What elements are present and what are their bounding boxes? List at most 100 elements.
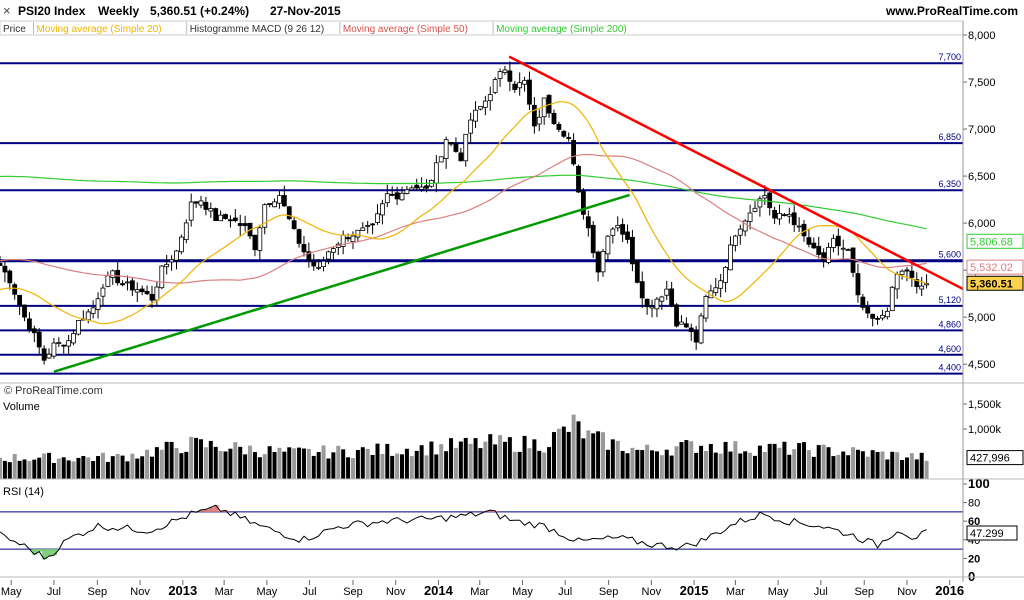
candle-body: [262, 204, 268, 228]
candle-body: [139, 288, 145, 293]
volume-bar: [900, 460, 905, 479]
y-tick-label: 80: [968, 498, 980, 510]
candle-body: [0, 262, 3, 266]
candle-body: [786, 213, 792, 217]
candle-body: [306, 251, 312, 262]
candle-body: [630, 236, 635, 265]
candle-body: [242, 223, 248, 227]
candle-body: [178, 236, 184, 253]
legend-item[interactable]: Moving average (Simple 20): [37, 24, 162, 35]
volume-bar: [316, 452, 321, 479]
x-tick-label: Sep: [88, 586, 108, 598]
candle-body: [767, 192, 773, 209]
x-axis: May Jul Sep Nov 2013 Mar May Jul Sep Nov 2014 Mar Ma…: [1, 580, 964, 598]
volume-bar: [287, 447, 292, 479]
candle-body: [674, 304, 679, 327]
legend-item[interactable]: Price: [3, 24, 26, 35]
candle-body: [76, 320, 81, 335]
close-icon[interactable]: ×: [3, 3, 11, 18]
candle-body: [51, 342, 57, 357]
candle-body: [473, 109, 478, 122]
volume-bar: [47, 452, 52, 479]
volume-bar: [694, 452, 699, 479]
volume-bar: [91, 460, 96, 479]
resistance-trendline: [508, 55, 964, 291]
volume-bar: [105, 461, 110, 479]
rsi-oversold-fill: [47, 549, 53, 557]
site-label[interactable]: www.ProRealTime.com: [885, 4, 1018, 18]
volume-bar: [748, 452, 753, 479]
candle-body: [370, 223, 375, 226]
value-label: 5,360.51: [970, 278, 1013, 290]
volume-bar: [125, 461, 130, 479]
candle-body: [95, 298, 101, 310]
candle-body: [835, 235, 841, 247]
candle-body: [816, 245, 822, 255]
candle-body: [566, 137, 572, 139]
volume-bar: [365, 448, 370, 479]
volume-bar: [591, 433, 596, 479]
candle-body: [487, 94, 493, 102]
volume-bar: [586, 430, 591, 479]
candle-body: [497, 71, 503, 79]
volume-bar: [248, 445, 253, 479]
volume-bar: [527, 448, 532, 479]
candles: [0, 61, 929, 365]
candle-body: [669, 288, 675, 307]
level-label: 5,120: [938, 295, 961, 305]
volume-bar: [909, 453, 914, 479]
volume-bar: [870, 450, 875, 479]
level-label: 4,400: [938, 363, 961, 373]
x-tick-label: Jul: [303, 586, 317, 598]
volume-bar: [140, 456, 145, 479]
volume-bar: [860, 451, 865, 479]
legend-item[interactable]: Moving average (Simple 50): [343, 24, 468, 35]
candle-body: [826, 246, 831, 263]
copyright-label: © ProRealTime.com: [4, 385, 103, 397]
candle-body: [777, 213, 782, 220]
sma50-line: [0, 153, 927, 284]
volume-pane: Volume 1,500k 1,000k 427,996: [0, 399, 1024, 479]
candle-body: [257, 227, 263, 251]
candle-body: [159, 265, 165, 289]
volume-bar: [816, 445, 821, 479]
volume-bar: [630, 447, 635, 479]
volume-bar: [51, 462, 56, 479]
candle-body: [228, 219, 233, 222]
volume-bar: [149, 456, 154, 479]
volume-bar: [777, 447, 782, 479]
candle-body: [120, 283, 125, 286]
volume-bar: [71, 461, 76, 479]
candle-body: [522, 79, 527, 85]
candle-body: [796, 225, 802, 228]
legend-item[interactable]: Moving average (Simple 200): [496, 24, 627, 35]
volume-last-value: 427,996: [970, 453, 1010, 465]
volume-bar: [875, 451, 880, 479]
volume-bar: [66, 460, 71, 479]
legend-item[interactable]: Histogramme MACD (9 26 12): [190, 24, 324, 35]
candle-body: [134, 289, 140, 293]
candle-body: [66, 340, 72, 347]
volume-bar: [880, 451, 885, 479]
volume-bar: [243, 454, 248, 479]
volume-bar: [919, 452, 924, 479]
x-tick-label: May: [768, 586, 789, 598]
volume-bar: [885, 459, 890, 479]
volume-bar: [429, 441, 434, 479]
x-tick-label: Mar: [215, 586, 234, 598]
volume-bar: [395, 453, 400, 479]
candle-body: [36, 331, 42, 348]
candle-body: [742, 220, 748, 232]
candle-body: [218, 214, 224, 222]
volume-bar: [841, 451, 846, 479]
volume-bar: [297, 447, 302, 479]
candle-body: [321, 260, 326, 268]
volume-bar: [478, 448, 483, 479]
volume-bar: [301, 448, 306, 479]
candle-body: [174, 250, 179, 261]
y-tick-label: 4,500: [968, 359, 996, 371]
candle-body: [845, 249, 851, 252]
volume-bar: [664, 449, 669, 479]
candle-body: [301, 244, 307, 253]
candle-body: [782, 214, 787, 216]
